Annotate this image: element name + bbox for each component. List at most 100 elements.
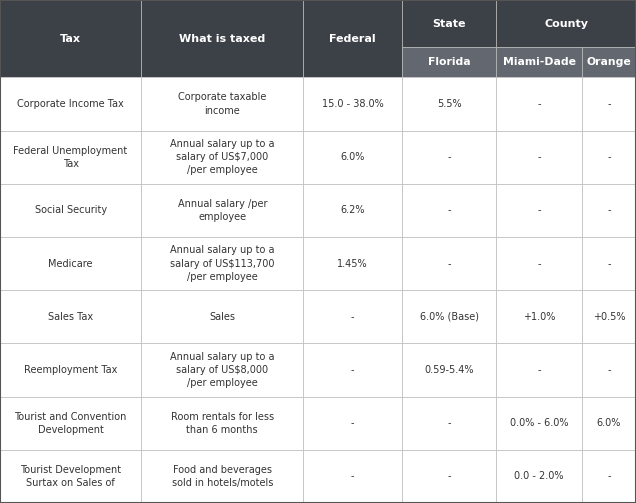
Text: -: - xyxy=(351,471,354,481)
Bar xyxy=(0,77,141,131)
Bar xyxy=(141,290,303,344)
Bar xyxy=(582,396,636,450)
Text: -: - xyxy=(351,418,354,428)
Text: -: - xyxy=(537,205,541,215)
Bar xyxy=(0,290,141,344)
Text: Reemployment Tax: Reemployment Tax xyxy=(24,365,117,375)
Bar xyxy=(141,450,303,503)
Text: Florida: Florida xyxy=(427,57,471,67)
Text: -: - xyxy=(607,259,611,269)
Bar xyxy=(496,184,582,237)
Text: Annual salary up to a
salary of US$8,000
/per employee: Annual salary up to a salary of US$8,000… xyxy=(170,352,275,388)
Bar xyxy=(0,131,141,184)
Bar xyxy=(496,290,582,344)
Text: +1.0%: +1.0% xyxy=(523,312,555,322)
Text: Annual salary up to a
salary of US$113,700
/per employee: Annual salary up to a salary of US$113,7… xyxy=(170,245,275,282)
Text: 6.0%: 6.0% xyxy=(340,152,365,162)
Bar xyxy=(582,47,636,77)
Bar xyxy=(141,131,303,184)
Text: Room rentals for less
than 6 months: Room rentals for less than 6 months xyxy=(170,411,274,435)
Text: 6.0% (Base): 6.0% (Base) xyxy=(420,312,478,322)
Bar xyxy=(402,396,496,450)
Bar xyxy=(303,396,402,450)
Bar xyxy=(303,450,402,503)
Text: Tourist and Convention
Development: Tourist and Convention Development xyxy=(15,411,127,435)
Bar xyxy=(496,450,582,503)
Bar xyxy=(141,344,303,396)
Bar xyxy=(582,290,636,344)
Text: 6.0%: 6.0% xyxy=(597,418,621,428)
Text: -: - xyxy=(447,471,451,481)
Text: -: - xyxy=(607,99,611,109)
Bar xyxy=(0,396,141,450)
Bar xyxy=(582,184,636,237)
Text: -: - xyxy=(607,365,611,375)
Bar xyxy=(0,0,141,77)
Text: -: - xyxy=(607,205,611,215)
Bar xyxy=(141,237,303,290)
Bar xyxy=(582,450,636,503)
Text: 5.5%: 5.5% xyxy=(437,99,461,109)
Bar xyxy=(402,290,496,344)
Bar xyxy=(496,0,636,47)
Bar xyxy=(402,450,496,503)
Text: Sales: Sales xyxy=(209,312,235,322)
Text: Corporate taxable
income: Corporate taxable income xyxy=(178,93,266,116)
Text: Tax: Tax xyxy=(60,34,81,44)
Bar xyxy=(402,47,496,77)
Bar xyxy=(303,184,402,237)
Bar xyxy=(582,131,636,184)
Bar xyxy=(496,344,582,396)
Bar xyxy=(303,131,402,184)
Text: -: - xyxy=(537,99,541,109)
Text: What is taxed: What is taxed xyxy=(179,34,265,44)
Bar xyxy=(141,396,303,450)
Text: 0.59-5.4%: 0.59-5.4% xyxy=(424,365,474,375)
Bar xyxy=(141,184,303,237)
Text: 15.0 - 38.0%: 15.0 - 38.0% xyxy=(322,99,384,109)
Bar xyxy=(402,184,496,237)
Text: Miami-Dade: Miami-Dade xyxy=(502,57,576,67)
Text: Federal Unemployment
Tax: Federal Unemployment Tax xyxy=(13,146,128,169)
Text: 0.0% - 6.0%: 0.0% - 6.0% xyxy=(510,418,568,428)
Text: +0.5%: +0.5% xyxy=(593,312,625,322)
Text: -: - xyxy=(537,152,541,162)
Text: Social Security: Social Security xyxy=(34,205,107,215)
Text: -: - xyxy=(351,312,354,322)
Bar xyxy=(303,0,402,77)
Bar xyxy=(582,237,636,290)
Text: 6.2%: 6.2% xyxy=(340,205,365,215)
Bar xyxy=(303,344,402,396)
Text: -: - xyxy=(447,152,451,162)
Bar xyxy=(496,47,582,77)
Bar xyxy=(496,77,582,131)
Text: 1.45%: 1.45% xyxy=(337,259,368,269)
Text: -: - xyxy=(447,259,451,269)
Text: -: - xyxy=(537,259,541,269)
Bar xyxy=(496,396,582,450)
Text: Annual salary up to a
salary of US$7,000
/per employee: Annual salary up to a salary of US$7,000… xyxy=(170,139,275,176)
Text: State: State xyxy=(432,19,466,29)
Bar xyxy=(141,0,303,77)
Bar xyxy=(0,184,141,237)
Bar xyxy=(303,237,402,290)
Text: Sales Tax: Sales Tax xyxy=(48,312,93,322)
Bar xyxy=(402,77,496,131)
Bar xyxy=(0,344,141,396)
Text: Orange: Orange xyxy=(586,57,632,67)
Bar xyxy=(582,344,636,396)
Text: Annual salary /per
employee: Annual salary /per employee xyxy=(177,199,267,222)
Bar xyxy=(402,131,496,184)
Text: Corporate Income Tax: Corporate Income Tax xyxy=(17,99,124,109)
Bar xyxy=(0,237,141,290)
Text: Food and beverages
sold in hotels/motels: Food and beverages sold in hotels/motels xyxy=(172,465,273,488)
Text: -: - xyxy=(447,205,451,215)
Bar xyxy=(496,237,582,290)
Text: -: - xyxy=(447,418,451,428)
Bar xyxy=(303,290,402,344)
Text: County: County xyxy=(544,19,588,29)
Text: Federal: Federal xyxy=(329,34,376,44)
Bar xyxy=(582,77,636,131)
Text: Tourist Development
Surtax on Sales of: Tourist Development Surtax on Sales of xyxy=(20,465,121,488)
Bar xyxy=(402,344,496,396)
